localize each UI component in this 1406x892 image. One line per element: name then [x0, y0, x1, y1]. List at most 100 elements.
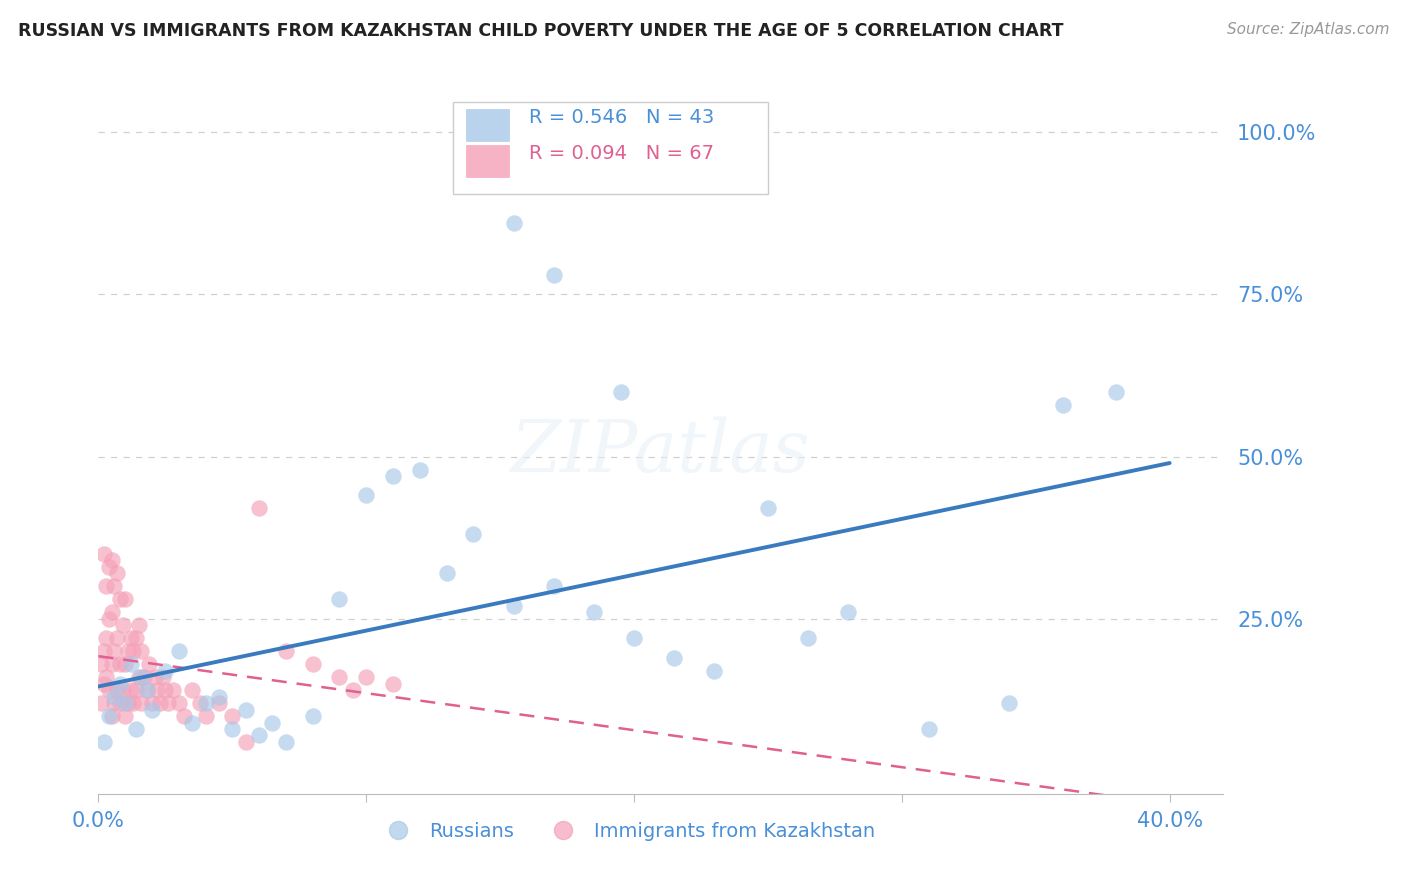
Point: [342, 683, 364, 698]
Point: [194, 696, 217, 710]
Point: [96, 631, 118, 645]
Point: [125, 722, 148, 736]
Point: [149, 696, 172, 710]
Point: [181, 715, 204, 730]
Point: [582, 605, 605, 619]
Point: [998, 696, 1021, 710]
Point: [103, 644, 125, 658]
Text: ZIPatlas: ZIPatlas: [510, 416, 811, 487]
Point: [141, 696, 163, 710]
Point: [101, 709, 124, 723]
Point: [122, 696, 145, 710]
Point: [463, 527, 485, 541]
Point: [135, 683, 157, 698]
Point: [837, 605, 859, 619]
Point: [128, 670, 150, 684]
Point: [436, 566, 458, 581]
Point: [181, 683, 204, 698]
Point: [328, 670, 350, 684]
Point: [129, 696, 152, 710]
Point: [101, 605, 124, 619]
Point: [98, 559, 121, 574]
Point: [274, 644, 297, 658]
Point: [108, 657, 131, 672]
Point: [101, 657, 124, 672]
Point: [188, 696, 211, 710]
Point: [208, 690, 231, 704]
Point: [122, 644, 145, 658]
Point: [146, 683, 169, 698]
Point: [543, 268, 565, 282]
Point: [103, 579, 125, 593]
Text: RUSSIAN VS IMMIGRANTS FROM KAZAKHSTAN CHILD POVERTY UNDER THE AGE OF 5 CORRELATI: RUSSIAN VS IMMIGRANTS FROM KAZAKHSTAN CH…: [18, 22, 1064, 40]
Point: [111, 618, 134, 632]
Point: [409, 462, 432, 476]
Point: [128, 618, 150, 632]
Point: [93, 547, 115, 561]
Point: [96, 670, 118, 684]
Point: [120, 657, 142, 672]
Point: [274, 735, 297, 749]
Point: [235, 735, 257, 749]
Point: [703, 664, 725, 678]
Point: [917, 722, 939, 736]
Point: [103, 690, 125, 704]
Point: [167, 696, 190, 710]
Point: [756, 501, 779, 516]
Point: [221, 709, 243, 723]
Point: [167, 644, 190, 658]
Point: [138, 657, 160, 672]
Point: [157, 696, 180, 710]
Point: [143, 670, 166, 684]
Point: [194, 709, 217, 723]
Point: [502, 216, 524, 230]
Point: [114, 592, 136, 607]
Point: [235, 702, 257, 716]
Point: [114, 657, 136, 672]
Point: [105, 683, 128, 698]
Point: [543, 579, 565, 593]
Point: [132, 670, 155, 684]
Point: [152, 670, 174, 684]
Point: [125, 631, 148, 645]
Point: [664, 650, 686, 665]
Point: [155, 664, 177, 678]
Point: [135, 683, 157, 698]
Point: [129, 670, 152, 684]
Point: [125, 683, 148, 698]
Point: [797, 631, 820, 645]
Text: Source: ZipAtlas.com: Source: ZipAtlas.com: [1226, 22, 1389, 37]
FancyBboxPatch shape: [453, 102, 768, 194]
Point: [108, 676, 131, 690]
Point: [93, 644, 115, 658]
Point: [105, 631, 128, 645]
Point: [502, 599, 524, 613]
Point: [1052, 398, 1074, 412]
Point: [114, 709, 136, 723]
Point: [328, 592, 350, 607]
Point: [117, 644, 139, 658]
Point: [623, 631, 645, 645]
Point: [155, 683, 177, 698]
Point: [111, 683, 134, 698]
Point: [262, 715, 284, 730]
Point: [609, 384, 631, 399]
Point: [96, 579, 118, 593]
Point: [108, 592, 131, 607]
Point: [173, 709, 195, 723]
Point: [354, 670, 377, 684]
Point: [101, 553, 124, 567]
Point: [129, 644, 152, 658]
Point: [98, 709, 121, 723]
Point: [120, 683, 142, 698]
Point: [354, 488, 377, 502]
FancyBboxPatch shape: [467, 145, 509, 177]
Point: [301, 709, 323, 723]
Point: [90, 657, 112, 672]
Point: [90, 696, 112, 710]
Point: [247, 729, 270, 743]
Point: [301, 657, 323, 672]
Point: [120, 631, 142, 645]
Point: [221, 722, 243, 736]
Point: [114, 696, 136, 710]
